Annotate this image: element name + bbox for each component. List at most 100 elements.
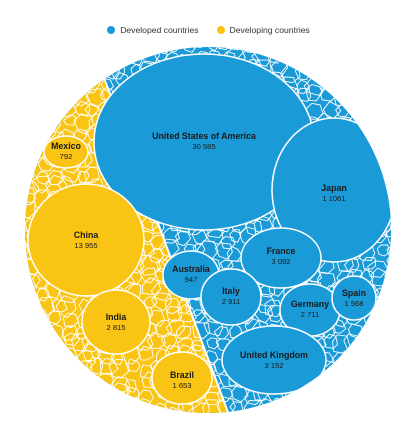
small-cell-border [411, 413, 417, 430]
small-cell-border [139, 47, 154, 52]
cell-united-kingdom[interactable] [221, 325, 327, 395]
small-cell-border [0, 244, 11, 262]
value-united-states-of-america: 30 985 [192, 142, 215, 151]
small-cell-border [38, 347, 56, 362]
major-cells [27, 53, 396, 405]
small-cell-border [0, 348, 8, 362]
small-cell-border [362, 256, 377, 270]
small-cell-border [194, 427, 207, 434]
small-cell-border [280, 410, 296, 413]
cell-india[interactable] [81, 289, 151, 355]
small-cell-border [365, 87, 377, 99]
small-cell-border [35, 72, 55, 90]
small-cell-border [25, 320, 35, 335]
small-cell-border [384, 266, 391, 285]
small-cell-border [383, 167, 391, 185]
small-cell-border [8, 272, 21, 286]
cell-brazil[interactable] [151, 351, 213, 405]
small-cell-border [25, 304, 39, 325]
small-cell-border [0, 88, 15, 102]
small-cell-border [174, 231, 192, 247]
small-cell-border [376, 47, 390, 63]
small-cell-border [222, 426, 237, 434]
small-cell-border [35, 427, 53, 434]
small-cell-border [349, 387, 368, 405]
legend-item-developed[interactable]: Developed countries [107, 25, 199, 35]
small-cell-border [412, 247, 417, 260]
cell-france[interactable] [240, 227, 322, 289]
small-cell-border [59, 47, 76, 52]
small-cell-border [369, 47, 388, 50]
cell-mexico[interactable] [43, 135, 89, 169]
small-cell-border [396, 319, 414, 338]
small-cell-border [386, 389, 391, 408]
small-cell-border [115, 397, 133, 413]
small-cell-border [103, 48, 118, 65]
small-cell-border [347, 50, 362, 64]
small-cell-border [294, 47, 310, 50]
small-cell-border [28, 335, 52, 354]
small-cell-border [413, 33, 417, 49]
small-cell-border [25, 149, 36, 166]
small-cell-border [25, 187, 37, 206]
small-cell-border [191, 228, 208, 246]
small-cell-border [88, 62, 103, 74]
small-cell-border [398, 192, 416, 209]
small-cell-border [398, 104, 412, 119]
label-italy: Italy [222, 286, 240, 296]
small-cell-border [301, 425, 314, 434]
small-cell-border [43, 387, 62, 405]
small-cell-border [25, 166, 29, 182]
legend-item-developing[interactable]: Developing countries [216, 25, 310, 35]
small-cell-border [0, 222, 9, 235]
small-cell-border [400, 125, 416, 139]
small-cell-border [63, 312, 79, 328]
label-japan: Japan [321, 183, 346, 193]
small-cell-border [347, 65, 363, 80]
small-cell-border [89, 49, 106, 66]
small-cell-border [77, 403, 92, 413]
small-cell-border [361, 78, 378, 93]
small-cell-border [401, 139, 416, 155]
small-cell-border [376, 77, 391, 93]
chart-plot-area [0, 33, 417, 434]
small-cell-border [191, 415, 205, 431]
small-cell-border [323, 427, 340, 434]
small-cell-border [207, 47, 220, 52]
cell-spain[interactable] [331, 275, 377, 321]
small-cell-border [65, 47, 79, 63]
small-cell-border [25, 139, 27, 154]
small-cell-border [0, 274, 13, 288]
label-germany: Germany [291, 299, 329, 309]
cell-japan[interactable] [271, 117, 396, 263]
small-cell-border [413, 337, 417, 352]
small-cell-border [388, 304, 391, 324]
small-cell-border [411, 424, 417, 434]
small-cell-border [305, 84, 323, 102]
small-cell-border [70, 60, 92, 80]
label-china: China [74, 230, 99, 240]
small-cell-border [331, 383, 354, 404]
value-germany: 2 711 [301, 310, 319, 319]
small-cell-border [384, 51, 391, 65]
small-cell-border [49, 50, 66, 65]
small-cell-border [111, 429, 124, 434]
small-cell-border [25, 129, 26, 145]
cell-italy[interactable] [200, 268, 262, 326]
small-cell-border [36, 85, 57, 103]
cell-china[interactable] [27, 183, 145, 297]
small-cell-border [0, 309, 10, 324]
small-cell-border [47, 170, 65, 186]
small-cell-border [164, 298, 182, 315]
small-cell-border [369, 349, 389, 370]
small-cell-border [0, 231, 9, 246]
small-cell-border [318, 409, 335, 413]
small-cell-border [305, 63, 321, 78]
small-cell-border [139, 254, 161, 276]
small-cell-border [358, 53, 377, 69]
small-cell-border [55, 295, 77, 319]
small-cell-border [304, 427, 323, 434]
small-cell-border [45, 97, 61, 116]
small-cell-border [25, 323, 28, 337]
small-cell-border [58, 62, 73, 77]
